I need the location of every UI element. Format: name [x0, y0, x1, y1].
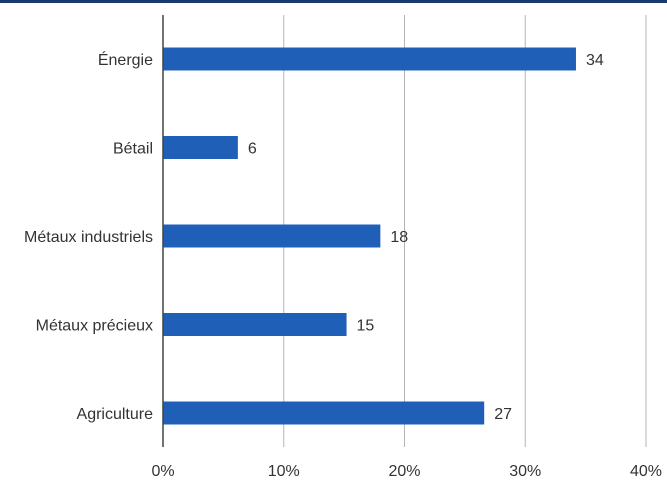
bar: [163, 136, 238, 159]
value-label: 6: [248, 141, 257, 158]
value-label: 34: [586, 52, 604, 69]
category-label: Métaux précieux: [36, 318, 153, 335]
category-label: Agriculture: [77, 406, 154, 423]
labels: 0% 10% 20% 30% 40% Énergie 34 Bétail 6 Métaux ind…: [24, 50, 662, 480]
top-rule: [0, 0, 667, 3]
bar: [163, 224, 381, 248]
category-label: Énergie: [98, 50, 153, 69]
bar: [163, 313, 347, 336]
x-tick-label: 40%: [630, 463, 662, 480]
bar: [163, 47, 576, 71]
category-label: Bétail: [113, 141, 153, 158]
x-tick-label: 0%: [151, 463, 174, 480]
value-label: 18: [390, 229, 408, 246]
x-tick-label: 10%: [268, 463, 300, 480]
category-label: Métaux industriels: [24, 229, 153, 246]
bars: [163, 47, 576, 425]
bar: [163, 401, 485, 425]
x-tick-label: 20%: [388, 463, 420, 480]
x-tick-label: 30%: [509, 463, 541, 480]
value-label: 27: [494, 406, 512, 423]
value-label: 15: [357, 318, 375, 335]
